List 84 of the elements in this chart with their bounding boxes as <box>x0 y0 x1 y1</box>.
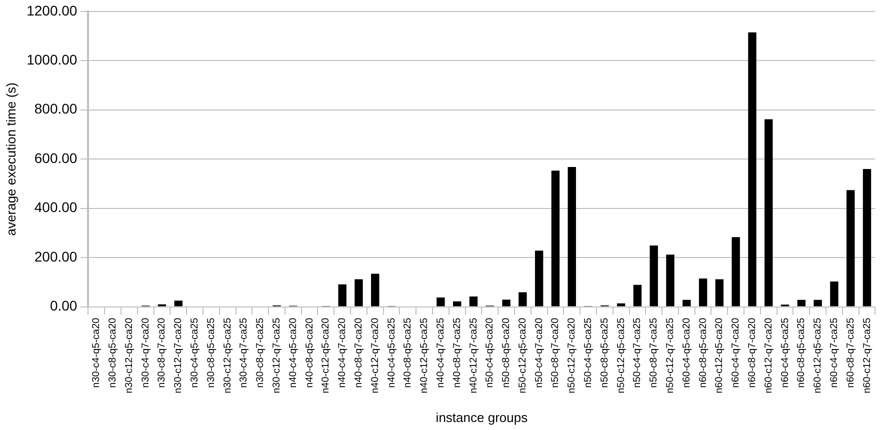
bar <box>338 284 346 306</box>
x-tick-label: n50-c4-q5-ca20 <box>484 317 496 388</box>
x-tick-label: n50-c12-q5-ca20 <box>517 317 528 394</box>
x-tick-label: n60-c8-q5-ca25 <box>796 317 808 388</box>
x-tick-label: n30-c12-q7-ca20 <box>173 317 184 394</box>
x-tick-label: n60-c12-q5-ca25 <box>812 317 824 394</box>
x-tick-label: n40-c8-q5-ca20 <box>304 317 316 388</box>
bar <box>715 279 724 306</box>
x-tick-label: n60-c4-q5-ca20 <box>681 317 692 388</box>
x-tick-label: n40-c4-q7-ca20 <box>337 317 348 388</box>
x-tick-label: n40-c8-q7-ca25 <box>452 317 463 388</box>
y-tick-label: 0.00 <box>50 298 78 314</box>
bar <box>174 300 182 306</box>
y-tick-label: 200.00 <box>34 248 78 264</box>
bar <box>862 168 872 306</box>
x-tick-label: n30-c4-q7-ca25 <box>238 317 250 388</box>
x-tick-label: n60-c8-q7-ca25 <box>845 317 856 388</box>
x-tick-label: n40-c12-q5-ca20 <box>320 317 332 394</box>
bar <box>518 292 527 306</box>
x-tick-label: n40-c8-q7-ca20 <box>353 317 364 388</box>
x-tick-label: n50-c8-q5-ca25 <box>599 317 610 388</box>
bar <box>650 246 658 306</box>
x-tick-label: n40-c4-q5-ca25 <box>386 317 398 388</box>
x-tick-label: n50-c8-q7-ca20 <box>550 317 562 388</box>
x-tick-label: n30-c8-q5-ca25 <box>206 317 217 388</box>
x-tick-label: n40-c12-q7-ca20 <box>370 317 381 394</box>
bar <box>764 119 773 306</box>
bar <box>453 301 462 306</box>
x-tick-label: n50-c4-q7-ca25 <box>632 317 644 388</box>
x-tick-label: n60-c4-q5-ca25 <box>780 317 791 388</box>
y-tick-label: 600.00 <box>34 150 78 166</box>
x-tick-label: n30-c8-q7-ca25 <box>255 317 266 388</box>
bar <box>534 250 544 306</box>
x-tick-label: n50-c8-q5-ca20 <box>501 317 512 388</box>
y-tick-label: 800.00 <box>34 100 78 117</box>
x-tick-label: n60-c8-q7-ca20 <box>746 317 758 388</box>
x-tick-label: n30-c4-q5-ca25 <box>190 317 201 388</box>
bar <box>732 237 740 306</box>
bar <box>830 281 838 306</box>
x-tick-label: n40-c12-q5-ca25 <box>419 317 430 394</box>
x-tick-label: n50-c4-q7-ca20 <box>534 317 545 388</box>
bar <box>682 300 691 306</box>
y-tick-label: 1000.00 <box>26 51 78 68</box>
bar <box>666 254 674 306</box>
x-tick-label: n30-c4-q7-ca20 <box>140 317 152 388</box>
x-tick-label: n50-c12-q7-ca20 <box>566 317 578 394</box>
x-tick-label: n50-c8-q7-ca25 <box>648 317 660 388</box>
x-tick-label: n60-c12-q5-ca20 <box>714 317 726 394</box>
x-tick-label: n30-c12-q5-ca25 <box>222 317 234 394</box>
bar <box>748 32 756 306</box>
x-tick-label: n40-c4-q7-ca25 <box>435 317 446 388</box>
x-tick-label: n60-c4-q7-ca25 <box>828 317 840 388</box>
x-tick-label: n50-c12-q5-ca25 <box>616 317 627 394</box>
bar <box>551 170 560 306</box>
bar <box>698 278 708 306</box>
x-tick-label: n40-c8-q5-ca25 <box>402 317 414 388</box>
y-tick-label: 400.00 <box>34 199 78 216</box>
x-tick-label: n60-c8-q5-ca20 <box>698 317 709 388</box>
bar <box>354 279 363 306</box>
x-axis-title: instance groups <box>436 410 528 425</box>
x-tick-label: n30-c4-q5-ca20 <box>91 317 102 388</box>
x-tick-label: n50-c12-q7-ca25 <box>665 317 676 394</box>
x-tick-label: n30-c12-q7-ca25 <box>272 317 283 394</box>
bar <box>436 297 445 306</box>
bar <box>469 296 478 306</box>
bar <box>633 284 642 306</box>
bar <box>371 274 380 306</box>
bar <box>846 190 855 306</box>
x-tick-label: n30-c8-q5-ca20 <box>108 317 119 388</box>
x-tick-label: n60-c12-q7-ca25 <box>862 317 873 394</box>
x-tick-label: n40-c12-q7-ca25 <box>468 317 480 394</box>
y-tick-label: 1200.00 <box>26 2 78 18</box>
bar <box>568 166 576 306</box>
bar <box>502 300 510 306</box>
x-tick-label: n30-c8-q7-ca20 <box>156 317 168 388</box>
x-tick-label: n60-c12-q7-ca20 <box>763 317 774 394</box>
bar <box>814 300 822 306</box>
bar <box>616 303 626 306</box>
x-tick-label: n40-c4-q5-ca20 <box>288 317 299 388</box>
x-tick-label: n50-c4-q5-ca25 <box>583 317 594 388</box>
bar <box>797 300 806 306</box>
x-tick-label: n30-c12-q5-ca20 <box>124 317 135 394</box>
y-axis-title: average execution time (s) <box>3 82 18 236</box>
x-tick-label: n60-c4-q7-ca20 <box>730 317 742 388</box>
